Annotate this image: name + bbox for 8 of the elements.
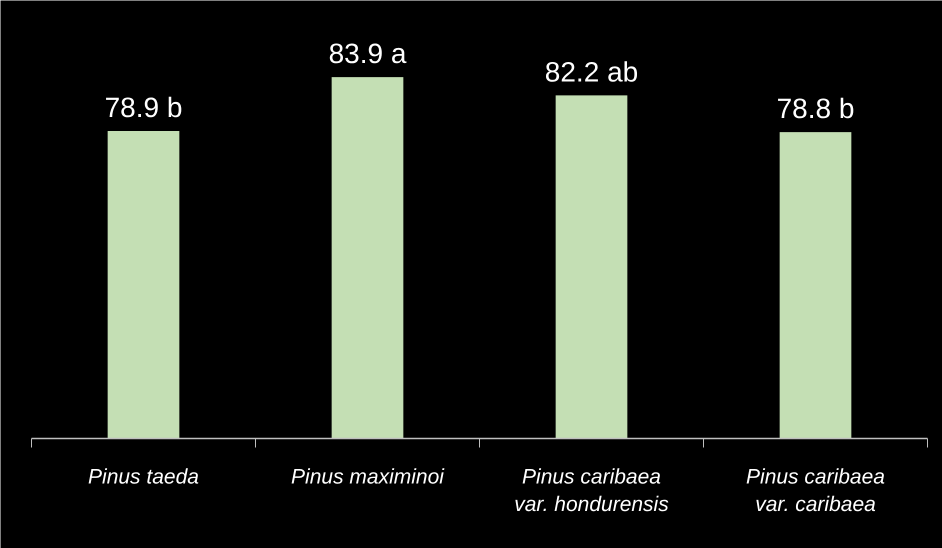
data-label: 78.9 b (104, 92, 182, 124)
data-label: 82.2 ab (544, 56, 638, 88)
x-tick-label: Pinus taeda (88, 466, 199, 488)
x-tick-label: Pinus caribaea var. caribaea (746, 466, 885, 516)
x-tick-label: Pinus maximinoi (291, 466, 446, 488)
data-label: 78.8 b (776, 93, 854, 124)
data-label: 83.9 a (328, 38, 407, 70)
x-tick-label: Pinus caribaea var. hondurensis (514, 466, 670, 516)
